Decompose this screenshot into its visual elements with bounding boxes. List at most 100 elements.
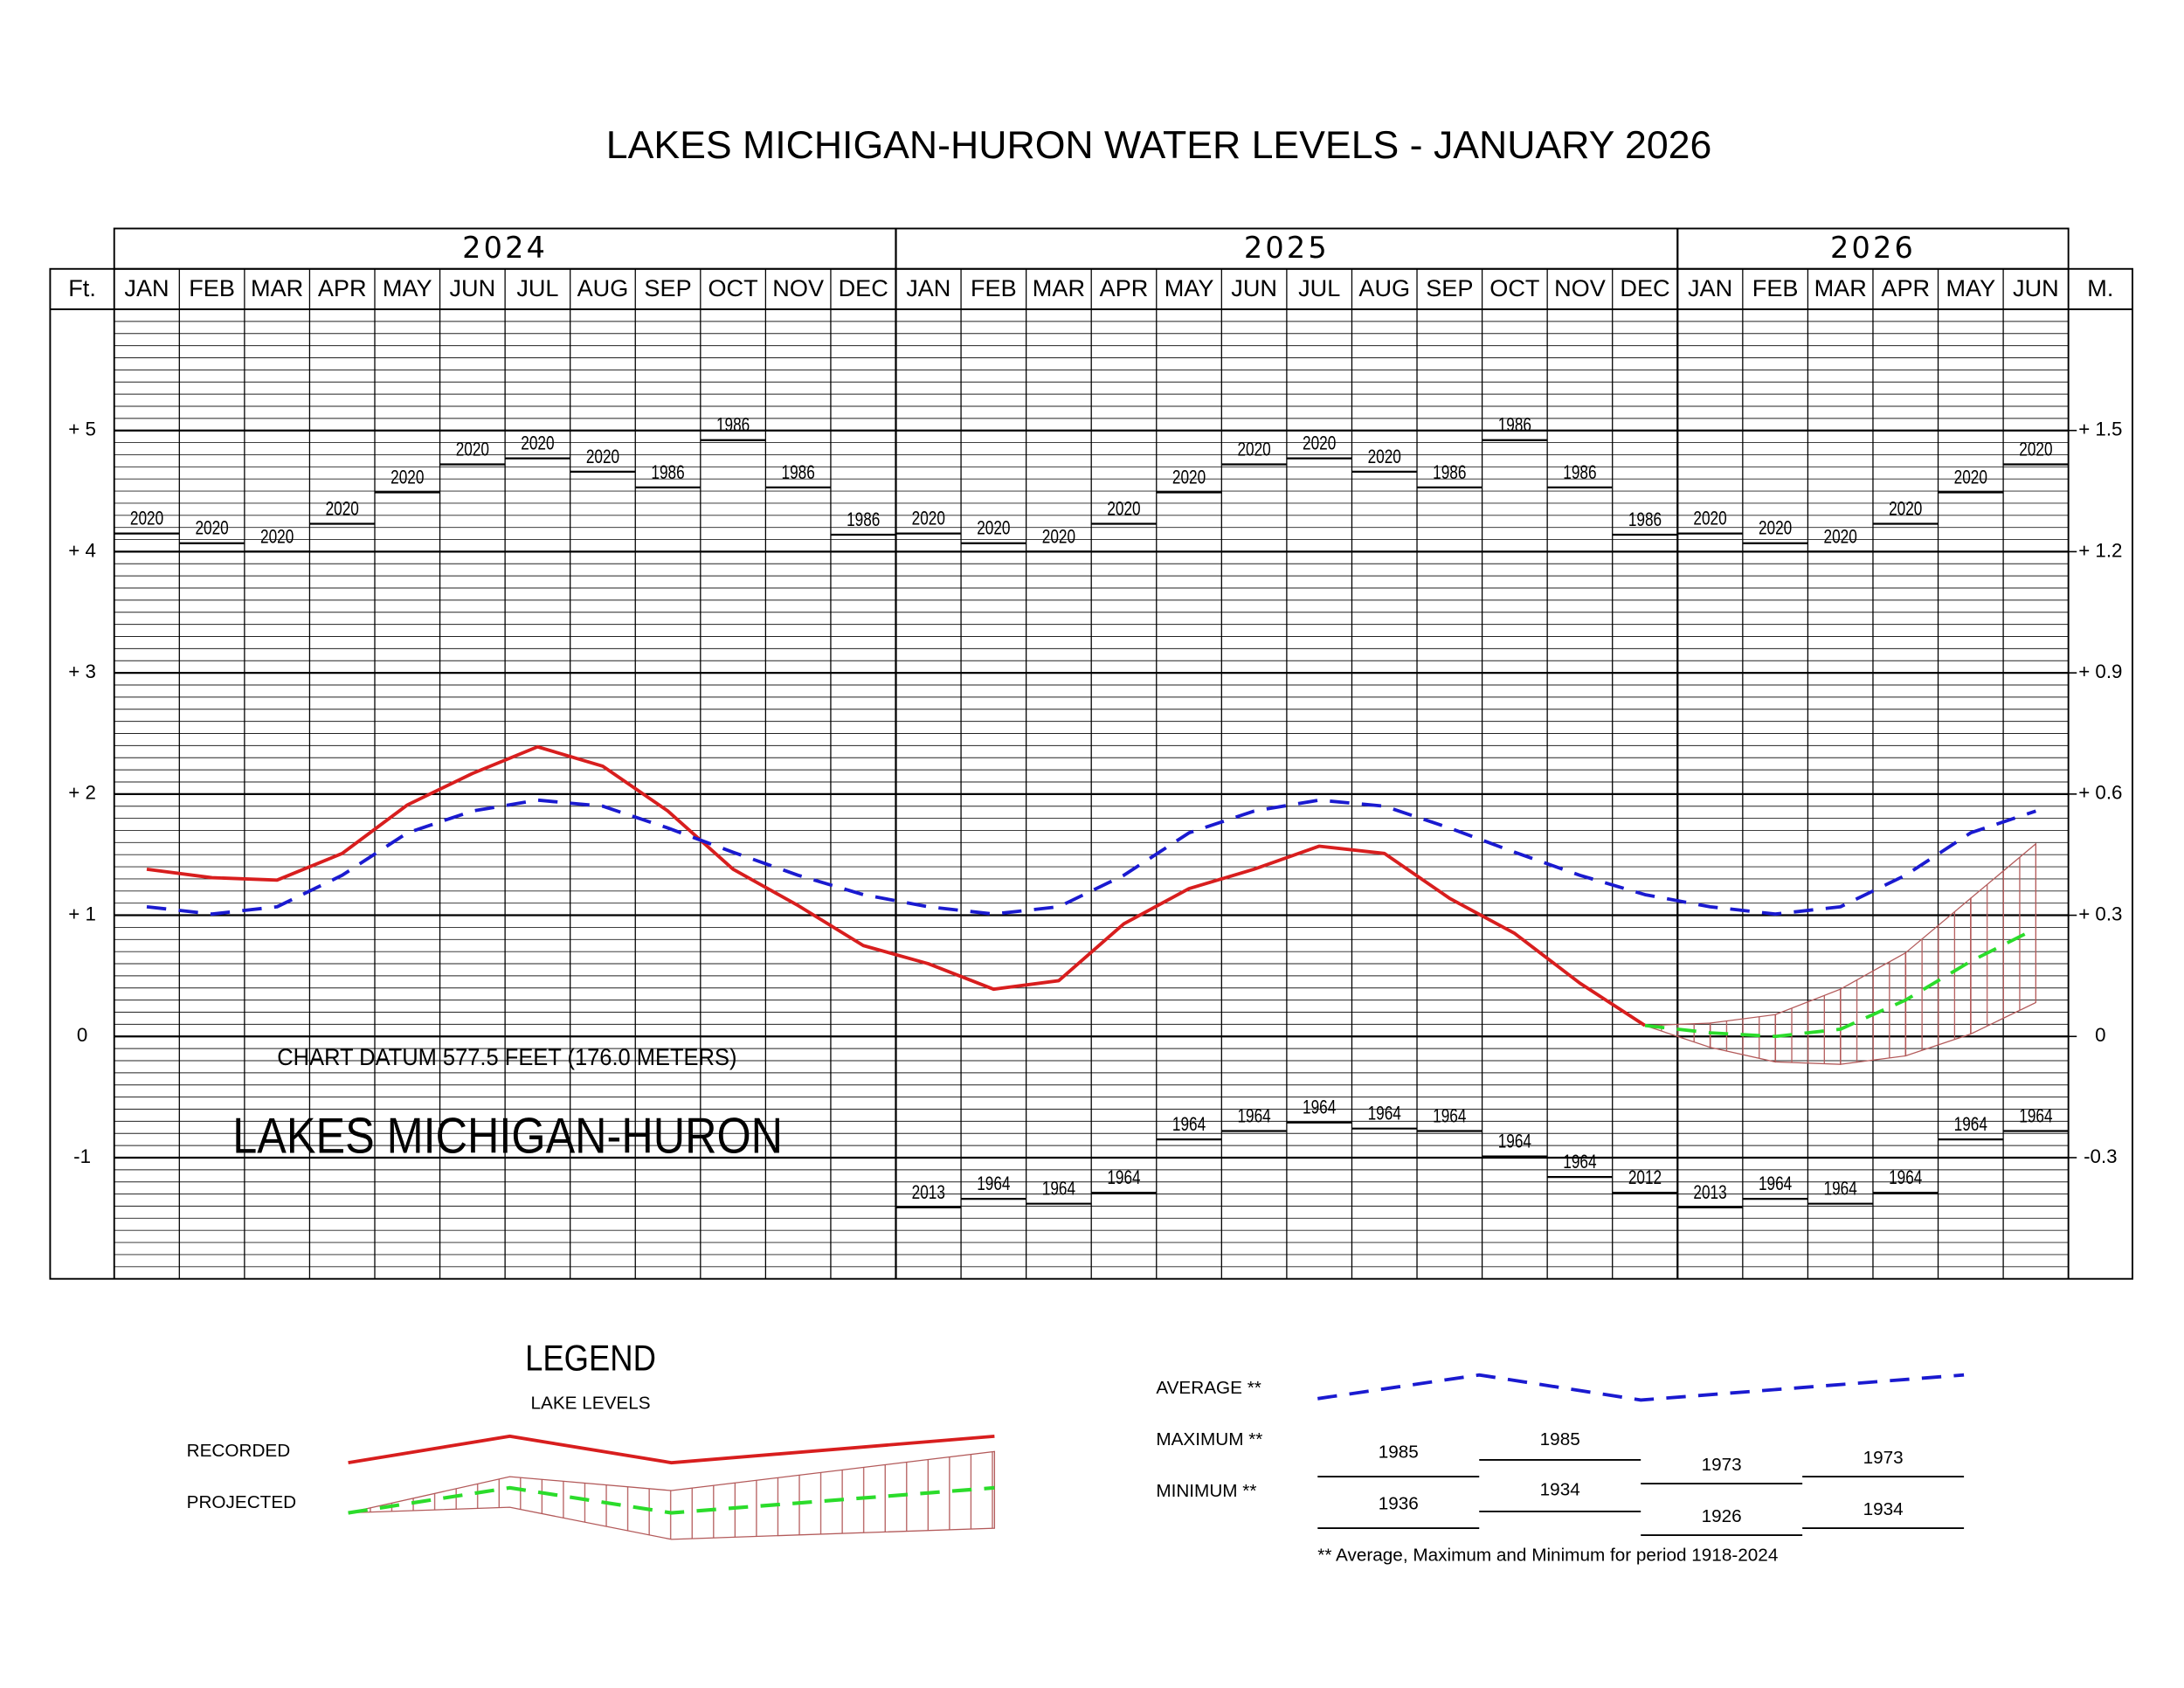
legend-year: 1985 xyxy=(1379,1442,1419,1462)
record-year: 2020 xyxy=(1368,446,1401,467)
record-year: 2020 xyxy=(390,466,424,488)
legend-label: RECORDED xyxy=(187,1441,291,1461)
record-year: 2012 xyxy=(1628,1166,1662,1188)
legend-year: 1985 xyxy=(1540,1429,1580,1449)
record-year: 1964 xyxy=(1563,1151,1596,1173)
record-year: 2020 xyxy=(1237,438,1270,460)
x-tick-label: APR xyxy=(1881,274,1930,301)
record-year: 2020 xyxy=(1303,432,1336,454)
grid-layer: -1 0 + 1 + 2 + 3 + 4 + 5 + 1.5 + 1.2 + 0.9 + 0.6 + … xyxy=(49,227,2133,1280)
x-tick-label: JAN xyxy=(1688,274,1732,301)
y2-axis-label: M. xyxy=(2087,274,2113,301)
x-tick-label: APR xyxy=(318,274,367,301)
projection-band xyxy=(1970,842,2037,1035)
y2-tick-label: + 0.3 xyxy=(2078,903,2122,924)
record-year: 1964 xyxy=(1237,1104,1270,1126)
record-year: 2020 xyxy=(912,508,945,529)
record-year: 2020 xyxy=(260,525,294,547)
x-tick-label: JAN xyxy=(906,274,950,301)
y-tick-label: + 2 xyxy=(68,782,96,804)
legend-label: PROJECTED xyxy=(187,1492,296,1512)
legend-year: 1934 xyxy=(1540,1480,1580,1500)
x-tick-label: SEP xyxy=(1426,274,1473,301)
x-tick-label: SEP xyxy=(644,274,691,301)
record-year: 2020 xyxy=(326,497,359,519)
legend-swatch-recorded xyxy=(348,1434,995,1465)
y-tick-label: + 1 xyxy=(68,903,96,924)
record-year: 2020 xyxy=(586,446,619,467)
y2-tick-label: -0.3 xyxy=(2084,1145,2117,1167)
x-tick-label: JUL xyxy=(1298,274,1340,301)
series-line xyxy=(1644,927,2037,1039)
x-tick-label: AUG xyxy=(1358,274,1410,301)
record-year: 1964 xyxy=(1759,1173,1792,1194)
x-tick-label: FEB xyxy=(1752,274,1799,301)
x-tick-label: JUN xyxy=(2013,274,2059,301)
annotation: CHART DATUM 577.5 FEET (176.0 METERS) xyxy=(277,1043,736,1070)
x-tick-label: APR xyxy=(1100,274,1149,301)
record-year: 1986 xyxy=(1563,461,1596,483)
legend-swatch-projected xyxy=(348,1485,995,1515)
record-year: 2020 xyxy=(195,517,228,539)
y2-tick-label: 0 xyxy=(2095,1024,2105,1046)
record-year: 2020 xyxy=(1824,525,1857,547)
legend: LEGEND LAKE LEVELS RECORDED PROJECTED xyxy=(187,1338,996,1540)
record-year: 1964 xyxy=(1042,1178,1075,1200)
record-year: 2013 xyxy=(1693,1181,1726,1203)
x-tick-label: DEC xyxy=(839,274,888,301)
record-year: 2020 xyxy=(521,432,554,454)
record-year: 2020 xyxy=(1693,508,1726,529)
y2-tick-label: + 0.6 xyxy=(2078,782,2122,804)
record-year: 1964 xyxy=(1824,1178,1857,1200)
data-layer: 2020 2020 2020 2020 2020 2020 2020 2020 1986 1986… xyxy=(114,414,2069,1208)
record-year: 1964 xyxy=(1433,1104,1466,1126)
x-tick-label: DEC xyxy=(1620,274,1669,301)
series-line xyxy=(146,744,1647,1027)
record-year: 1964 xyxy=(1107,1166,1140,1188)
year-label: 2025 xyxy=(1244,231,1330,265)
y-tick-label: + 5 xyxy=(68,419,96,440)
record-year: 1964 xyxy=(1172,1113,1206,1135)
legend-subtitle: LAKE LEVELS xyxy=(530,1394,650,1414)
y2-tick-label: + 1.2 xyxy=(2078,539,2122,561)
y-axis-label: Ft. xyxy=(68,274,96,301)
legend-year: 1973 xyxy=(1702,1455,1742,1475)
x-tick-label: JAN xyxy=(124,274,169,301)
record-year: 2020 xyxy=(1889,497,1922,519)
legend-year: 1934 xyxy=(1863,1499,1904,1519)
series-line xyxy=(146,798,2036,917)
annotation: LAKES MICHIGAN-HURON xyxy=(232,1108,783,1164)
legend-label: MAXIMUM ** xyxy=(1156,1429,1262,1449)
record-year: 2013 xyxy=(912,1181,945,1203)
record-year: 1964 xyxy=(1368,1103,1401,1124)
record-year: 1986 xyxy=(1433,461,1466,483)
y2-tick-label: + 0.9 xyxy=(2078,661,2122,682)
record-year: 1986 xyxy=(1498,414,1531,436)
record-year: 1986 xyxy=(782,461,815,483)
year-label: 2024 xyxy=(462,231,548,265)
y2-tick-label: + 1.5 xyxy=(2078,419,2122,440)
record-year: 1986 xyxy=(1628,508,1662,530)
x-tick-label: MAR xyxy=(1033,274,1085,301)
record-year: 1964 xyxy=(1303,1097,1336,1118)
legend-year: 1936 xyxy=(1379,1493,1419,1513)
record-year: 1986 xyxy=(651,461,684,483)
x-tick-label: JUN xyxy=(1231,274,1277,301)
x-tick-label: NOV xyxy=(772,274,824,301)
x-tick-label: MAY xyxy=(1946,274,1995,301)
y-tick-label: 0 xyxy=(77,1024,87,1046)
x-tick-label: MAR xyxy=(1814,274,1867,301)
record-year: 1986 xyxy=(716,414,750,436)
footnote: ** Average, Maximum and Minimum for peri… xyxy=(1317,1545,1778,1565)
legend-label: AVERAGE ** xyxy=(1156,1378,1261,1398)
record-year: 2020 xyxy=(456,438,489,460)
record-year: 2020 xyxy=(130,508,163,529)
x-tick-label: OCT xyxy=(1489,274,1539,301)
record-year: 2020 xyxy=(1172,466,1206,488)
legend-year: 1926 xyxy=(1702,1506,1742,1526)
chart-title: LAKES MICHIGAN-HURON WATER LEVELS - JANU… xyxy=(606,124,1712,167)
y-tick-label: + 4 xyxy=(68,539,96,561)
record-year: 2020 xyxy=(1107,497,1140,519)
